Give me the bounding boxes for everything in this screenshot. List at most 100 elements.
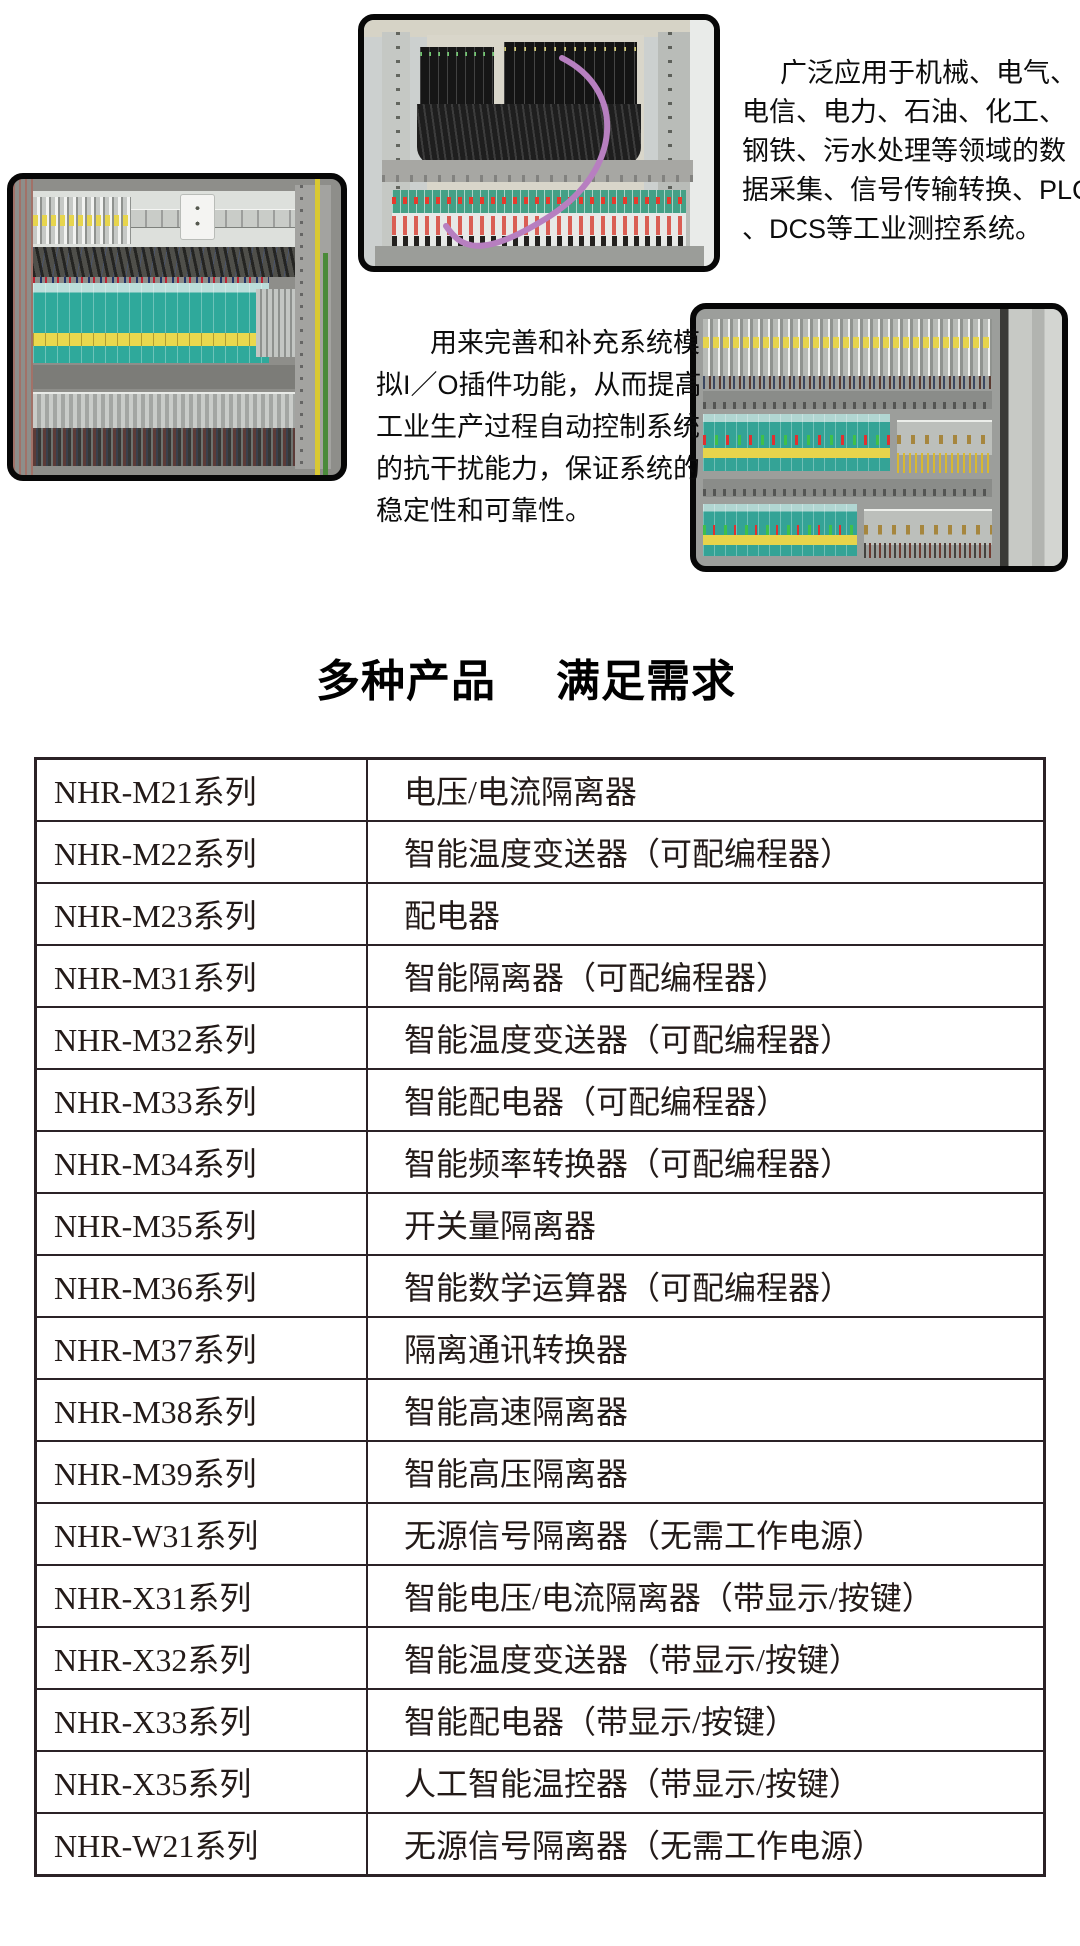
function-paragraph: 用来完善和补充系统模 拟I／O插件功能，从而提高 工业生产过程自动控制系统 的抗… (376, 322, 706, 532)
label-strip (703, 535, 858, 546)
wire-fringe (864, 542, 993, 559)
isolator-terminal-row (392, 189, 686, 247)
cable-duct (703, 478, 993, 497)
series-cell: NHR-M23系列 (34, 882, 368, 946)
desc-cell: 智能温度变送器（带显示/按键） (366, 1626, 1046, 1690)
table-row: NHR-M22系列 智能温度变送器（可配编程器） (34, 820, 1046, 884)
paragraph-line: 广泛应用于机械、电气、 (780, 58, 1077, 88)
cabinet-door-edge (999, 309, 1062, 566)
table-row: NHR-M33系列 智能配电器（可配编程器） (34, 1068, 1046, 1132)
paragraph-line: 的抗干扰能力，保证系统的 (376, 454, 700, 484)
table-row: NHR-X32系列 智能温度变送器（带显示/按键） (34, 1626, 1046, 1690)
series-cell: NHR-X32系列 (34, 1626, 368, 1690)
terminal-blocks (255, 288, 299, 357)
paragraph-line: 钢铁、污水处理等领域的数 (742, 136, 1066, 166)
series-cell: NHR-W31系列 (34, 1502, 368, 1566)
series-cell: NHR-M21系列 (34, 757, 368, 822)
table-row: NHR-X31系列 智能电压/电流隔离器（带显示/按键） (34, 1564, 1046, 1628)
wire-fringe (703, 375, 993, 389)
series-cell: NHR-W21系列 (34, 1812, 368, 1877)
table-row: NHR-M21系列 电压/电流隔离器 (34, 757, 1046, 822)
paragraph-line: 拟I／O插件功能，从而提高 (376, 370, 702, 400)
table-row: NHR-M38系列 智能高速隔离器 (34, 1378, 1046, 1442)
paragraph-line: 电信、电力、石油、化工、 (742, 97, 1066, 127)
side-wire-duct (13, 179, 33, 475)
yellow-wire (314, 179, 320, 475)
photo-plc-cabinet (358, 14, 720, 272)
desc-cell: 智能数学运算器（可配编程器） (366, 1254, 1046, 1318)
series-cell: NHR-M22系列 (34, 820, 368, 884)
cabinet-side (689, 20, 714, 266)
paragraph-line: 工业生产过程自动控制系统 (376, 412, 700, 442)
label-strip (703, 337, 993, 348)
desc-cell: 隔离通讯转换器 (366, 1316, 1046, 1380)
mounting-beam (32, 365, 302, 390)
table-row: NHR-M34系列 智能频率转换器（可配编程器） (34, 1130, 1046, 1194)
series-cell: NHR-M31系列 (34, 944, 368, 1008)
plc-module-group (504, 42, 637, 111)
led-row (703, 524, 858, 536)
product-series-table: NHR-M21系列 电压/电流隔离器 NHR-M22系列 智能温度变送器（可配编程器… (34, 757, 1046, 1877)
desc-cell: 人工智能温控器（带显示/按键） (366, 1750, 1046, 1814)
heading-gap (496, 645, 556, 709)
isolator-module-bank (32, 282, 269, 363)
cable-duct (32, 247, 302, 277)
bottom-beam (374, 246, 704, 266)
desc-cell: 智能高速隔离器 (366, 1378, 1046, 1442)
photo-isolator-cabinet-left (7, 173, 347, 481)
section-heading: 多种产品 满足需求 (316, 645, 736, 709)
desc-cell: 智能隔离器（可配编程器） (366, 944, 1046, 1008)
series-cell: NHR-M36系列 (34, 1254, 368, 1318)
terminal-block-row (703, 319, 993, 376)
label-strip (703, 447, 890, 459)
table-row: NHR-M37系列 隔离通讯转换器 (34, 1316, 1046, 1380)
desc-cell: 智能高压隔离器 (366, 1440, 1046, 1504)
breaker-labels (32, 214, 132, 227)
desc-cell: 智能温度变送器（可配编程器） (366, 1006, 1046, 1070)
table-row: NHR-X35系列 人工智能温控器（带显示/按键） (34, 1750, 1046, 1814)
paragraph-line: 、DCS等工业测控系统。 (742, 214, 1043, 244)
table-row: NHR-M31系列 智能隔离器（可配编程器） (34, 944, 1046, 1008)
paragraph-line: 稳定性和可靠性。 (376, 496, 592, 526)
table-row: NHR-X33系列 智能配电器（带显示/按键） (34, 1688, 1046, 1752)
yellow-wires (897, 452, 993, 474)
table-row: NHR-W21系列 无源信号隔离器（无需工作电源） (34, 1812, 1046, 1877)
connector-fringe (392, 236, 686, 247)
desc-cell: 无源信号隔离器（无需工作电源） (366, 1502, 1046, 1566)
desc-cell: 智能频率转换器（可配编程器） (366, 1130, 1046, 1194)
heading-part-2: 满足需求 (556, 657, 736, 706)
series-cell: NHR-M34系列 (34, 1130, 368, 1194)
photo-isolator-cabinet-right (690, 303, 1068, 572)
wire-bundle (32, 427, 302, 467)
series-cell: NHR-M33系列 (34, 1068, 368, 1132)
table-row: NHR-M35系列 开关量隔离器 (34, 1192, 1046, 1256)
table-row: NHR-M36系列 智能数学运算器（可配编程器） (34, 1254, 1046, 1318)
power-socket (180, 193, 216, 241)
series-cell: NHR-M37系列 (34, 1316, 368, 1380)
desc-cell: 智能配电器（可配编程器） (366, 1068, 1046, 1132)
paragraph-line: 据采集、信号传输转换、PLC (742, 175, 1080, 205)
series-cell: NHR-X35系列 (34, 1750, 368, 1814)
terminal-rail (32, 392, 302, 430)
table-row: NHR-M32系列 智能温度变送器（可配编程器） (34, 1006, 1046, 1070)
led-row (392, 196, 686, 205)
din-rail (864, 509, 993, 545)
table-row: NHR-W31系列 无源信号隔离器（无需工作电源） (34, 1502, 1046, 1566)
desc-cell: 电压/电流隔离器 (366, 757, 1046, 822)
led-row (703, 434, 890, 446)
series-cell: NHR-M39系列 (34, 1440, 368, 1504)
series-cell: NHR-M38系列 (34, 1378, 368, 1442)
series-cell: NHR-X33系列 (34, 1688, 368, 1752)
cabinet-top-panel (364, 20, 714, 38)
heading-part-1: 多种产品 (316, 657, 496, 706)
application-paragraph: 广泛应用于机械、电气、 电信、电力、石油、化工、 钢铁、污水处理等领域的数 据采… (742, 54, 1080, 249)
din-rail (897, 419, 993, 455)
mounting-beam (381, 160, 693, 183)
desc-cell: 智能配电器（带显示/按键） (366, 1688, 1046, 1752)
signal-wires (32, 276, 269, 289)
desc-cell: 配电器 (366, 882, 1046, 946)
desc-cell: 无源信号隔离器（无需工作电源） (366, 1812, 1046, 1877)
table-row: NHR-M39系列 智能高压隔离器 (34, 1440, 1046, 1504)
desc-cell: 开关量隔离器 (366, 1192, 1046, 1256)
